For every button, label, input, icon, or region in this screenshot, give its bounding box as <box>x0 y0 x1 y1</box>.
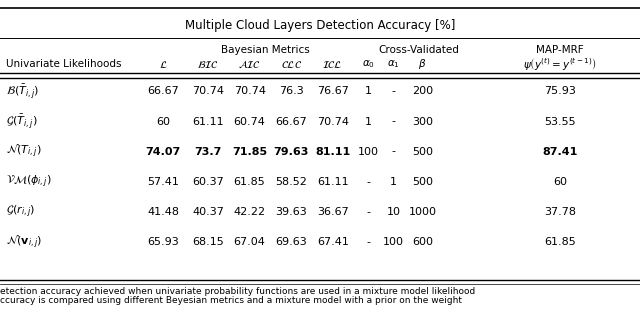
Text: -: - <box>366 177 370 187</box>
Text: 60.37: 60.37 <box>192 177 224 187</box>
Text: -: - <box>366 237 370 247</box>
Text: 61.11: 61.11 <box>317 177 349 187</box>
Text: 61.11: 61.11 <box>192 117 224 126</box>
Text: 1: 1 <box>365 86 371 96</box>
Text: $\mathcal{BIC}$: $\mathcal{BIC}$ <box>197 59 219 70</box>
Text: ccuracy is compared using different Beyesian metrics and a mixture model with a : ccuracy is compared using different Beye… <box>0 296 462 305</box>
Text: $\mathcal{G}(\bar{T}_{i,j})$: $\mathcal{G}(\bar{T}_{i,j})$ <box>6 112 38 131</box>
Text: 57.41: 57.41 <box>147 177 179 187</box>
Text: 10: 10 <box>387 207 401 217</box>
Text: -: - <box>366 207 370 217</box>
Text: 42.22: 42.22 <box>234 207 266 217</box>
Text: 67.04: 67.04 <box>234 237 266 247</box>
Text: -: - <box>392 117 396 126</box>
Text: 61.85: 61.85 <box>234 177 266 187</box>
Text: 40.37: 40.37 <box>192 207 224 217</box>
Text: Cross-Validated: Cross-Validated <box>379 45 460 55</box>
Text: $\mathcal{L}$: $\mathcal{L}$ <box>159 59 168 70</box>
Text: 76.3: 76.3 <box>279 86 303 96</box>
Text: 600: 600 <box>412 237 433 247</box>
Text: Bayesian Metrics: Bayesian Metrics <box>221 45 310 55</box>
Text: 75.93: 75.93 <box>544 86 576 96</box>
Text: 100: 100 <box>383 237 404 247</box>
Text: 200: 200 <box>412 86 433 96</box>
Text: 67.41: 67.41 <box>317 237 349 247</box>
Text: 87.41: 87.41 <box>542 147 578 157</box>
Text: 37.78: 37.78 <box>544 207 576 217</box>
Text: $\psi\left(y^{(t)}=y^{(t-1)}\right)$: $\psi\left(y^{(t)}=y^{(t-1)}\right)$ <box>524 56 596 72</box>
Text: 60: 60 <box>553 177 567 187</box>
Text: $\alpha_0$: $\alpha_0$ <box>362 58 374 70</box>
Text: $\mathcal{ICL}$: $\mathcal{ICL}$ <box>323 59 343 70</box>
Text: 100: 100 <box>358 147 378 157</box>
Text: 500: 500 <box>412 177 433 187</box>
Text: 53.55: 53.55 <box>544 117 576 126</box>
Text: Univariate Likelihoods: Univariate Likelihoods <box>6 59 122 69</box>
Text: 39.63: 39.63 <box>275 207 307 217</box>
Text: 1000: 1000 <box>408 207 436 217</box>
Text: 65.93: 65.93 <box>147 237 179 247</box>
Text: $\mathcal{CLC}$: $\mathcal{CLC}$ <box>280 59 302 70</box>
Text: $\beta$: $\beta$ <box>419 57 426 71</box>
Text: 68.15: 68.15 <box>192 237 224 247</box>
Text: 69.63: 69.63 <box>275 237 307 247</box>
Text: 60.74: 60.74 <box>234 117 266 126</box>
Text: 70.74: 70.74 <box>317 117 349 126</box>
Text: MAP-MRF: MAP-MRF <box>536 45 584 55</box>
Text: $\mathcal{N}(T_{i,j})$: $\mathcal{N}(T_{i,j})$ <box>6 143 42 160</box>
Text: $\mathcal{B}(\bar{T}_{i,j})$: $\mathcal{B}(\bar{T}_{i,j})$ <box>6 82 40 101</box>
Text: $\mathcal{G}(r_{i,j})$: $\mathcal{G}(r_{i,j})$ <box>6 204 36 220</box>
Text: 81.11: 81.11 <box>315 147 351 157</box>
Text: $\mathcal{N}(\mathbf{v}_{i,j})$: $\mathcal{N}(\mathbf{v}_{i,j})$ <box>6 233 43 250</box>
Text: -: - <box>392 86 396 96</box>
Text: $\alpha_1$: $\alpha_1$ <box>387 58 400 70</box>
Text: $\mathcal{AIC}$: $\mathcal{AIC}$ <box>238 59 261 70</box>
Text: 73.7: 73.7 <box>195 147 221 157</box>
Text: 66.67: 66.67 <box>275 117 307 126</box>
Text: 61.85: 61.85 <box>544 237 576 247</box>
Text: 70.74: 70.74 <box>192 86 224 96</box>
Text: 71.85: 71.85 <box>232 147 267 157</box>
Text: 58.52: 58.52 <box>275 177 307 187</box>
Text: 1: 1 <box>365 117 371 126</box>
Text: 60: 60 <box>156 117 170 126</box>
Text: 79.63: 79.63 <box>273 147 309 157</box>
Text: 66.67: 66.67 <box>147 86 179 96</box>
Text: 300: 300 <box>412 117 433 126</box>
Text: -: - <box>392 147 396 157</box>
Text: $\mathcal{VM}(\phi_{i,j})$: $\mathcal{VM}(\phi_{i,j})$ <box>6 174 52 190</box>
Text: 41.48: 41.48 <box>147 207 179 217</box>
Text: 36.67: 36.67 <box>317 207 349 217</box>
Text: 1: 1 <box>390 177 397 187</box>
Text: 500: 500 <box>412 147 433 157</box>
Text: 74.07: 74.07 <box>145 147 181 157</box>
Text: Multiple Cloud Layers Detection Accuracy [%]: Multiple Cloud Layers Detection Accuracy… <box>185 19 455 32</box>
Text: etection accuracy achieved when univariate probability functions are used in a m: etection accuracy achieved when univaria… <box>0 287 476 296</box>
Text: 76.67: 76.67 <box>317 86 349 96</box>
Text: 70.74: 70.74 <box>234 86 266 96</box>
